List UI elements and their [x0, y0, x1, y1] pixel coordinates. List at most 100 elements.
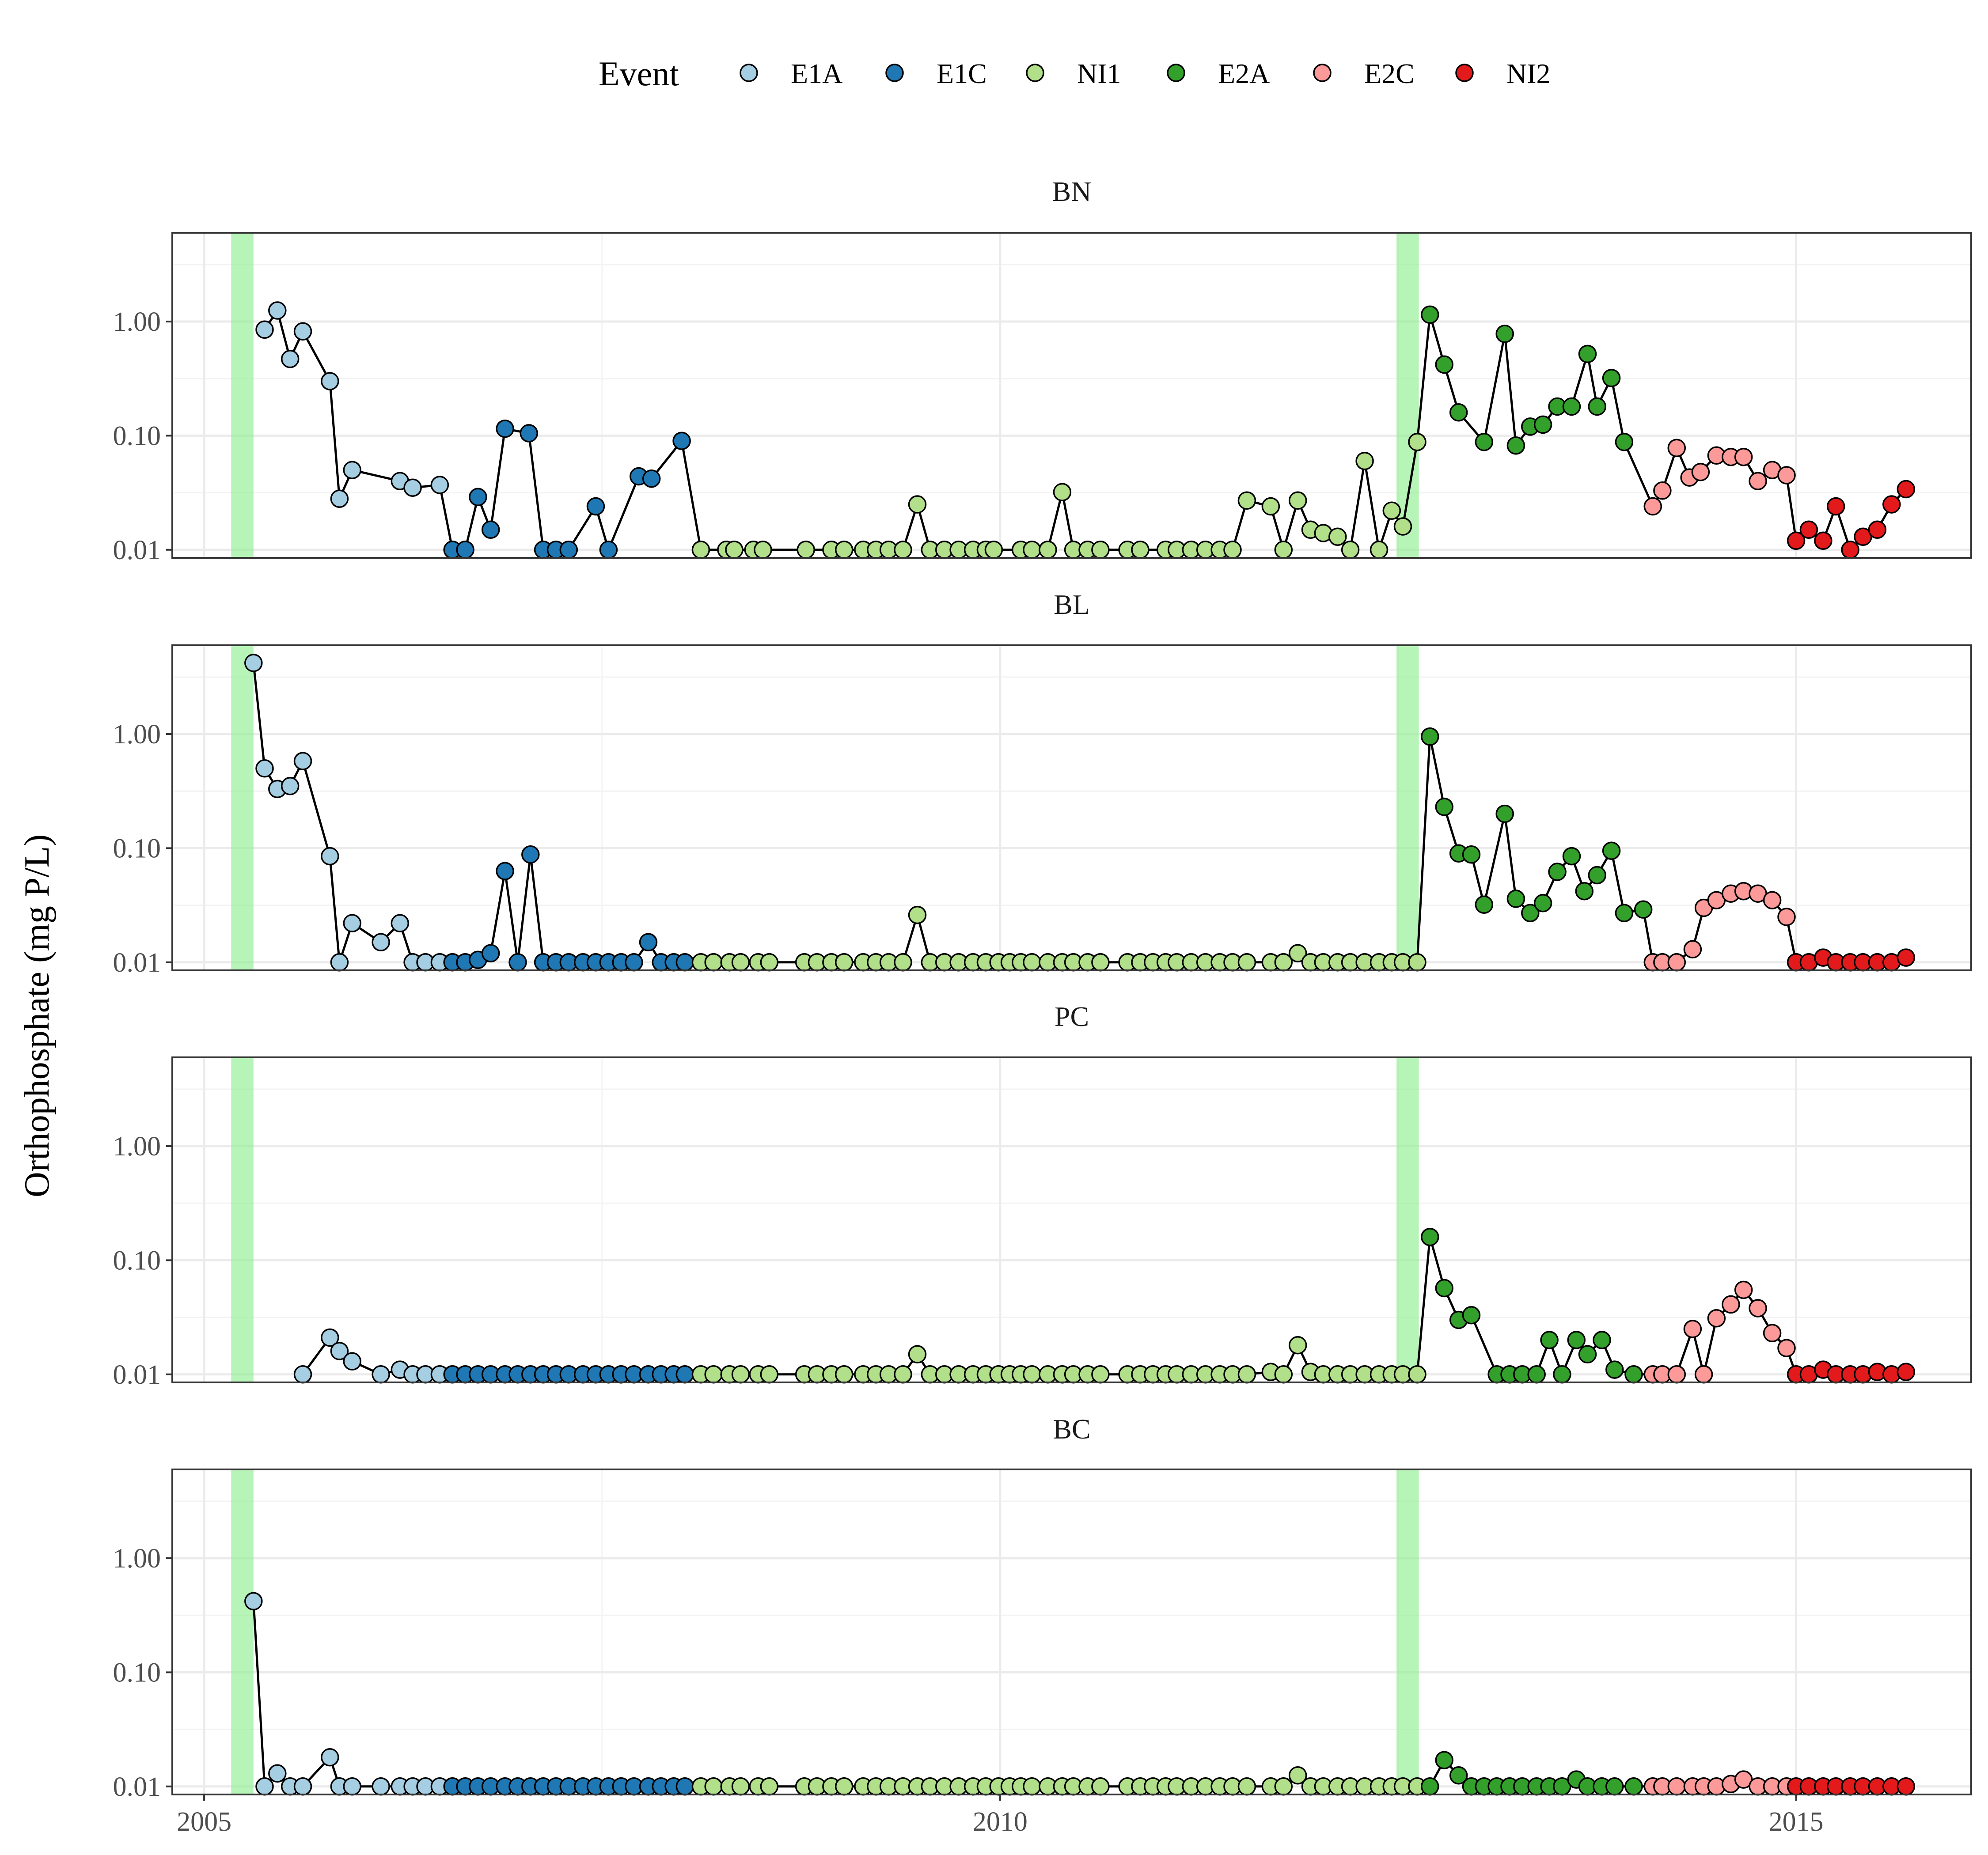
- point-e1a: [403, 478, 422, 497]
- point-e1c: [481, 944, 500, 963]
- point-ni1: [1408, 432, 1427, 451]
- point-ni1: [1237, 953, 1256, 972]
- point-e2a: [1605, 1777, 1624, 1796]
- legend-item-e2c: E2C: [1313, 58, 1415, 89]
- legend-item-ni1: NI1: [1026, 58, 1121, 89]
- point-ni2: [1868, 520, 1887, 539]
- legend-title: Event: [599, 54, 679, 93]
- legend-entries: E1A E1C NI1 E2A E2C NI2: [740, 58, 1551, 89]
- point-ni1: [835, 1777, 854, 1796]
- point-ni1: [1288, 1766, 1307, 1785]
- legend-item-e1a: E1A: [740, 58, 842, 89]
- point-e2a: [1602, 841, 1621, 860]
- point-e2c: [1722, 1295, 1740, 1314]
- point-e2a: [1495, 804, 1514, 823]
- point-e1a: [430, 476, 449, 494]
- point-e2a: [1449, 1766, 1468, 1785]
- point-e1a: [293, 1365, 312, 1384]
- point-e2c: [1691, 463, 1710, 481]
- x-tick-label: 2010: [973, 1807, 1028, 1837]
- point-ni1: [908, 905, 927, 924]
- legend: Event E1A E1C NI1 E2A E2C NI2: [599, 54, 1551, 93]
- panel-bc: BC 0.01 0.10 1.00: [113, 1413, 1972, 1802]
- point-e2a: [1588, 397, 1606, 416]
- point-e2c: [1667, 1365, 1686, 1384]
- point-e1c: [481, 520, 500, 539]
- panel-background: [172, 1469, 1971, 1794]
- point-e2a: [1578, 1345, 1597, 1364]
- point-ni1: [1023, 541, 1041, 559]
- point-ni2: [1882, 495, 1901, 514]
- series-bc-e2a: [1421, 1751, 1643, 1796]
- point-e2c: [1683, 1320, 1702, 1338]
- shaded-period: [231, 1469, 254, 1794]
- point-e2a: [1506, 436, 1525, 455]
- point-e1c: [675, 1365, 694, 1384]
- point-ni1: [1408, 1365, 1427, 1384]
- series-pc-e1a: [293, 1328, 449, 1384]
- point-e1a: [293, 1777, 312, 1796]
- shaded-period: [1396, 1469, 1419, 1794]
- panel-background: [172, 233, 1971, 558]
- panel-bl: BL 0.01 0.10 1.00: [113, 589, 1972, 978]
- point-e1a: [255, 759, 274, 778]
- point-e1a: [372, 1365, 390, 1384]
- point-ni1: [1274, 1777, 1293, 1796]
- point-e1a: [372, 933, 390, 952]
- shaded-period: [1396, 1057, 1419, 1382]
- point-e2a: [1435, 1751, 1453, 1769]
- shaded-period: [231, 233, 254, 558]
- y-tick-label: 0.01: [113, 1360, 161, 1390]
- point-e1a: [330, 489, 349, 508]
- y-tick-label: 0.10: [113, 421, 161, 451]
- point-e2a: [1527, 1365, 1546, 1384]
- shaded-period: [1396, 645, 1419, 970]
- point-ni1: [894, 1365, 912, 1384]
- point-e2a: [1540, 1331, 1559, 1349]
- point-e2a: [1462, 1306, 1481, 1325]
- point-ni1: [908, 1345, 927, 1364]
- point-ni1: [754, 541, 772, 559]
- legend-item-e2a: E2A: [1167, 58, 1270, 89]
- point-ni1: [984, 541, 1003, 559]
- series-bc-e1c: [443, 1777, 694, 1796]
- legend-label-e2c: E2C: [1364, 58, 1415, 89]
- point-e2a: [1421, 727, 1439, 746]
- panel-bn: BN 0.01 0.10 1.00: [113, 176, 1972, 565]
- point-e1c: [508, 953, 527, 972]
- point-e2c: [1777, 466, 1796, 485]
- point-ni1: [1408, 953, 1427, 972]
- panel-border: [171, 1469, 1972, 1795]
- point-ni1: [797, 541, 815, 559]
- point-e1a: [281, 777, 300, 795]
- point-ni1: [1091, 1365, 1110, 1384]
- point-e2c: [1734, 447, 1753, 466]
- point-e1c: [642, 469, 661, 488]
- point-e1a: [343, 1777, 361, 1796]
- point-e2a: [1615, 904, 1634, 923]
- point-ni2: [1799, 520, 1818, 539]
- point-ni1: [1274, 1365, 1293, 1384]
- legend-label-ni2: NI2: [1506, 58, 1551, 89]
- panel-border: [171, 232, 1972, 559]
- point-e2a: [1588, 866, 1606, 885]
- point-e2a: [1553, 1365, 1571, 1384]
- point-ni1: [1288, 944, 1307, 963]
- legend-swatch-e1c: [885, 64, 904, 82]
- point-e1a: [281, 350, 300, 368]
- panel-label-pc: PC: [1055, 1001, 1089, 1032]
- legend-item-ni2: NI2: [1455, 58, 1551, 89]
- point-ni1: [894, 541, 912, 559]
- point-ni1: [835, 953, 854, 972]
- point-e2a: [1533, 894, 1552, 912]
- point-e2a: [1624, 1365, 1643, 1384]
- point-ni2: [1897, 480, 1916, 499]
- point-e1a: [268, 301, 287, 320]
- series-bn-e2c: [1643, 439, 1796, 516]
- point-e2a: [1533, 415, 1552, 434]
- point-ni1: [1393, 517, 1412, 536]
- y-tick-label: 1.00: [113, 1544, 161, 1574]
- y-tick-label: 1.00: [113, 307, 161, 337]
- series-bn-e2a: [1421, 305, 1634, 455]
